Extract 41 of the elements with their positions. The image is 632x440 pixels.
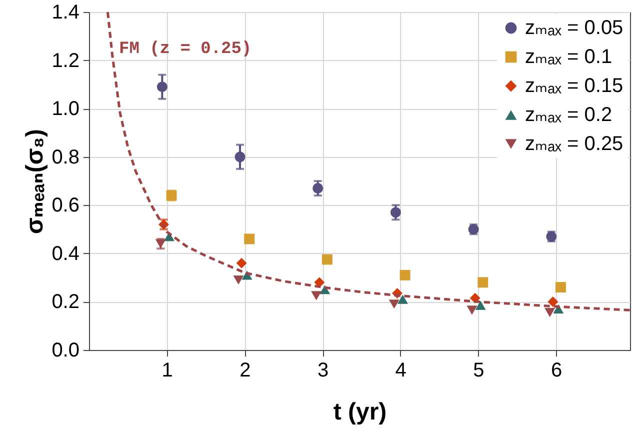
legend-label: zₘₐₓ = 0.25 <box>525 133 624 155</box>
point <box>544 308 556 318</box>
y-tick-label: 0.8 <box>52 146 80 168</box>
x-axis-title: t (yr) <box>333 398 387 426</box>
x-tick-label: 2 <box>240 360 251 382</box>
point <box>397 294 408 304</box>
point <box>466 306 478 315</box>
point <box>555 282 566 292</box>
y-tick-label: 0.2 <box>52 291 80 314</box>
y-tick-label: 1.4 <box>52 2 80 24</box>
y-tick-label: 1.0 <box>52 98 80 120</box>
point <box>478 277 488 288</box>
point <box>400 270 410 280</box>
x-tick-label: 6 <box>550 360 562 382</box>
series-label: FM (z = 0.25) <box>119 40 252 59</box>
point <box>390 207 401 218</box>
point <box>233 275 244 285</box>
point <box>548 296 558 307</box>
point <box>244 234 255 244</box>
legend-label: zₘₐₓ = 0.15 <box>525 75 624 97</box>
x-tick-label: 5 <box>473 360 484 382</box>
y-tick-label: 0.0 <box>52 340 80 362</box>
point <box>312 183 324 194</box>
point <box>314 277 325 288</box>
legend-label: zₘₐₓ = 0.2 <box>525 104 612 126</box>
point <box>311 291 322 300</box>
point <box>475 300 486 310</box>
legend-label: zₘₐₓ = 0.05 <box>525 17 624 39</box>
y-tick-label: 1.2 <box>52 50 80 72</box>
y-tick-label: 0.4 <box>52 242 80 265</box>
point <box>234 152 246 162</box>
point <box>236 258 247 268</box>
point <box>388 300 400 309</box>
point <box>322 254 332 265</box>
x-tick-label: 4 <box>395 360 406 382</box>
point <box>156 82 168 92</box>
x-tick-label: 1 <box>162 360 173 382</box>
y-tick-label: 0.6 <box>52 194 80 217</box>
y-axis-title: σₘₑₐₙ(σ₈) <box>22 129 49 234</box>
x-tick-label: 3 <box>317 360 329 382</box>
legend-label: zₘₐₓ = 0.1 <box>525 46 612 68</box>
